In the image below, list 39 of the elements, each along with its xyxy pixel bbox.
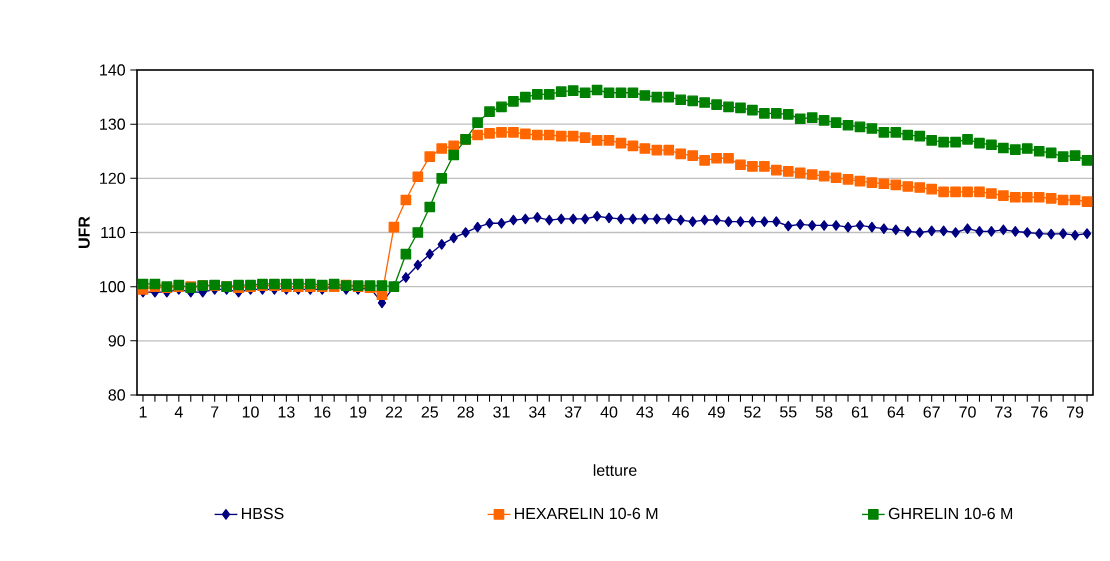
y-tick-label: 140 [100,64,125,76]
x-tick-label: 25 [421,406,438,418]
y-tick-label: 100 [100,281,125,293]
legend-label: GHRELIN 10-6 M [888,507,1013,520]
x-tick-label: 28 [457,406,474,418]
x-tick-label: 31 [493,406,510,418]
x-tick-label: 67 [923,406,940,418]
y-tick-label: 90 [108,335,125,347]
x-tick-label: 49 [708,406,725,418]
x-tick-label: 43 [636,406,654,418]
legend-label: HBSS [242,507,284,520]
x-tick-label: 19 [350,406,367,418]
x-tick-label: 52 [744,406,761,418]
x-tick-label: 46 [672,406,689,418]
x-tick-label: 10 [242,406,259,418]
x-tick-label: 40 [600,406,618,418]
x-tick-label: 64 [887,406,905,418]
x-tick-label: 79 [1066,406,1084,418]
y-tick-label: 130 [100,118,125,130]
x-tick-label: 58 [815,406,833,418]
x-tick-label: 4 [174,406,183,418]
x-tick-label: 61 [851,406,869,418]
x-tick-label: 16 [314,406,331,418]
x-tick-label: 34 [529,406,546,418]
legend-label: HEXARELIN 10-6 M [514,507,658,520]
x-tick-label: 7 [211,406,219,418]
x-tick-label: 13 [278,406,295,418]
x-tick-label: 76 [1031,406,1048,418]
x-tick-label: 70 [959,406,976,418]
x-tick-label: 37 [564,406,582,418]
y-axis-title: UFR [78,216,90,248]
x-axis-title: letture [593,464,637,476]
y-tick-label: 80 [108,389,125,401]
x-tick-label: 22 [385,406,403,418]
y-tick-label: 120 [100,172,125,184]
x-tick-label: 55 [780,406,797,418]
x-tick-label: 73 [995,406,1012,418]
x-tick-label: 1 [139,406,147,418]
y-tick-label: 110 [101,226,125,239]
